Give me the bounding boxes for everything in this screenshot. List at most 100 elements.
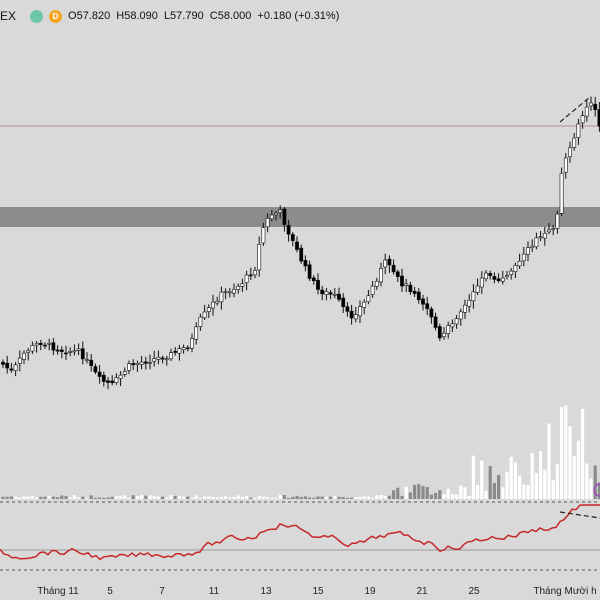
volume-bar [450,494,454,499]
candle-body [152,358,157,362]
volume-bar [131,495,135,499]
candle-body [559,172,564,214]
candle-body [450,323,455,328]
volume-bar [576,440,580,499]
candle-body [219,291,224,303]
candle-body [286,224,291,235]
candle-body [374,280,379,287]
time-axis-label: 25 [468,586,480,597]
volume-bar [266,497,270,499]
volume-bar [190,497,194,499]
event-marker-icon[interactable] [593,483,600,497]
volume-bar [245,495,249,499]
candle-body [177,348,182,354]
candle-body [139,361,144,365]
volume-bar [408,492,412,499]
candle-body [463,304,467,313]
volume-bar [513,462,517,499]
candle-body [589,102,593,107]
volume-bar [312,497,316,499]
candle-body [240,283,245,287]
volume-bar [56,497,60,499]
candle-body [173,351,178,353]
volume-bar [89,495,93,499]
candle-body [185,347,190,350]
volume-bar [568,426,572,499]
candle-body [496,278,501,282]
volume-bar [522,484,526,499]
candle-body [458,311,463,320]
candle-body [80,348,85,360]
volume-bar [463,487,467,499]
volume-bar [350,497,354,499]
volume-bar [358,496,362,499]
price-trendline [559,96,591,123]
volume-bar [404,486,408,499]
volume-bar [140,495,144,499]
candle-body [538,236,543,239]
candle-body [349,310,354,319]
symbol-name[interactable]: EX [0,9,17,23]
candle-body [471,291,476,302]
candle-body [72,350,77,353]
volume-bar [560,407,564,499]
volume-bar [85,497,89,499]
volume-bar [585,463,589,499]
candle-body [215,300,220,304]
candle-body [358,306,362,317]
candle-body [311,277,316,282]
volume-bar [589,478,593,499]
candle-body [475,285,480,293]
candle-body [341,297,346,308]
candle-body [198,316,203,327]
candle-body [509,270,514,275]
candle-body [59,349,64,352]
volume-bar [26,496,30,499]
candle-body [526,247,530,255]
candle-body [597,109,600,127]
volume-bar [224,496,228,499]
candle-body [353,314,358,320]
volume-bar [274,497,278,499]
candle-body [324,291,329,295]
candle-body [576,123,581,138]
candle-body [332,293,337,296]
candle-body [47,342,52,345]
volume-bar [169,495,173,499]
volume-bar [110,496,114,499]
candle-body [307,264,312,279]
volume-bar [375,495,379,499]
candle-body [13,364,18,372]
volume-bar [30,495,34,499]
candle-body [555,213,560,229]
volume-bar [434,492,438,499]
volume-bar [505,471,509,499]
volume-bar [484,490,488,499]
volume-bar [400,495,404,499]
volume-bar [106,497,110,499]
volume-bar [417,484,421,499]
candle-body [190,338,194,349]
volume-bar [102,497,106,499]
volume-bar [518,475,522,499]
time-axis-label: 5 [107,586,113,597]
candle-body [278,209,283,213]
volume-bar [555,464,559,499]
volume-bar [22,496,26,499]
time-axis-label: 15 [312,586,324,597]
volume-bar [186,496,190,499]
candle-body [244,274,249,283]
candle-body [467,300,472,307]
time-axis-label: 19 [364,586,376,597]
candle-body [521,253,526,262]
candle-body [169,352,173,360]
candle-body [505,275,509,278]
volume-bar [14,496,18,499]
candle-body [135,363,140,365]
candle-body [479,277,484,288]
volume-bar [392,490,396,499]
volume-bar [497,474,501,499]
candle-body [194,326,199,340]
candle-body [274,212,278,216]
